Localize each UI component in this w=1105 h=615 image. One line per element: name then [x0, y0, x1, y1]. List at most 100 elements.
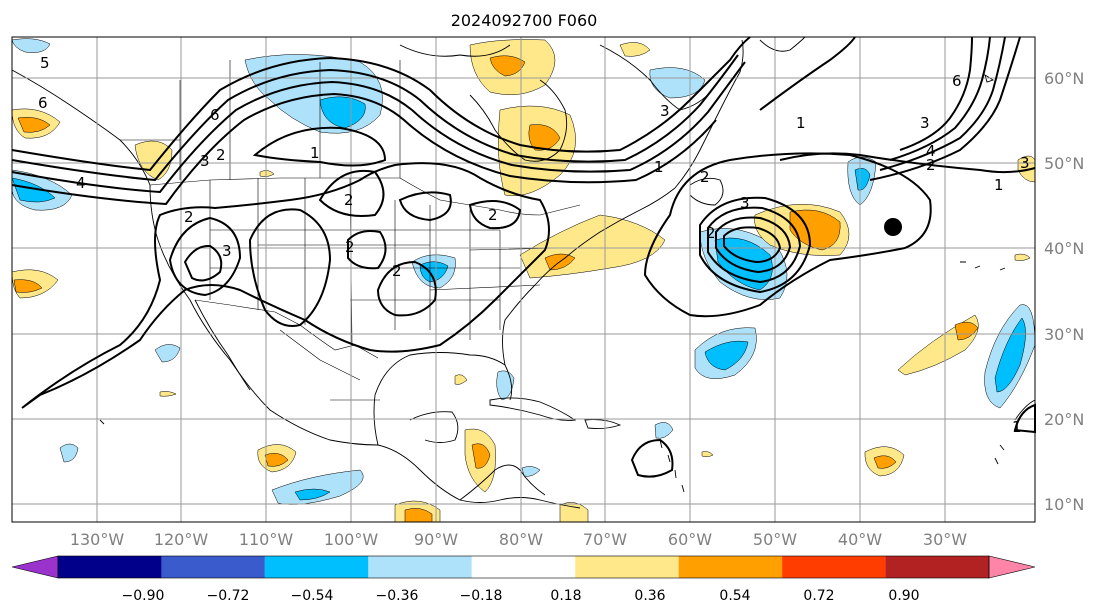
contour-label: 4: [76, 174, 86, 192]
coastline-west: [11, 69, 581, 509]
colorbar-segments: [11, 555, 1036, 579]
coastline-labrador: [674, 39, 744, 189]
shade-neg-region: [419, 261, 449, 283]
shade-pos-region: [259, 170, 275, 177]
contour-label: 1: [1012, 418, 1022, 436]
contour-line: [252, 126, 387, 167]
colorbar-tick-label: −0.90: [122, 588, 165, 604]
coastline-central-america: [459, 464, 546, 501]
shade-pos-region: [159, 391, 177, 397]
contour-label: 6: [38, 94, 48, 112]
contour-line: [630, 438, 674, 478]
contour-line: [899, 36, 973, 151]
shade-pos-region: [619, 42, 651, 57]
contours: [11, 36, 1036, 478]
colorbar-frame: [57, 555, 990, 579]
shade-neg-region: [994, 317, 1026, 393]
coastline-arctic: [399, 44, 511, 57]
lat-label: 30°N: [1044, 325, 1084, 344]
shade-pos-region: [873, 455, 897, 469]
colorbar-bin: [58, 556, 162, 578]
contour-label: 2: [926, 156, 936, 174]
contour-label: 2: [488, 206, 498, 224]
lon-label: 110°W: [239, 530, 294, 549]
contour-label: 2: [344, 191, 354, 209]
contour-line: [723, 226, 782, 264]
shade-pos-region: [17, 117, 51, 133]
contour-label: 6: [210, 106, 220, 124]
shade-neg-region: [59, 443, 79, 463]
shade-neg-region: [154, 344, 181, 363]
contour-label: 2: [700, 168, 710, 186]
contour-line: [398, 191, 452, 222]
lat-label: 20°N: [1044, 410, 1084, 429]
shade-pos-region: [454, 374, 468, 385]
shaded-anomalies: [11, 38, 1036, 523]
shade-pos-region: [528, 124, 561, 151]
colorbar: −0.90 −0.72 −0.54 −0.36 −0.18 0.18 0.36 …: [11, 555, 1036, 604]
lon-label: 130°W: [70, 530, 125, 549]
shade-pos-region: [13, 279, 43, 293]
shade-neg-region: [521, 466, 541, 477]
coastline-yucatan: [409, 411, 459, 443]
map-panel: 5 6 6 4 3 2 2 1 2 2 2 2 3 1 2 2 3 1 1 6 …: [11, 36, 1036, 523]
colorbar-bin: [368, 556, 472, 578]
coastline-iberia: [994, 399, 1036, 465]
colorbar-tick-label: 0.90: [888, 588, 919, 604]
colorbar-tick-labels: −0.90 −0.72 −0.54 −0.36 −0.18 0.18 0.36 …: [122, 588, 920, 604]
lon-label: 100°W: [324, 530, 379, 549]
colorbar-tick-label: −0.72: [207, 588, 250, 604]
colorbar-tick-label: 0.18: [550, 588, 581, 604]
coastline-gulf: [373, 352, 513, 446]
lat-label: 50°N: [1044, 154, 1084, 173]
border-us-mexico: [194, 299, 379, 359]
shade-neg-region: [654, 422, 674, 439]
shade-pos-region: [404, 507, 433, 523]
contour-label: 2: [392, 262, 402, 280]
map-frame: [11, 36, 1036, 523]
contour-line: [707, 206, 802, 284]
contour-line: [168, 216, 242, 297]
contour-line: [468, 200, 522, 230]
lon-label: 40°W: [838, 530, 882, 549]
shade-pos-region: [264, 453, 289, 467]
shade-pos-region: [471, 443, 491, 469]
contour-line: [11, 36, 751, 172]
contour-label: 2: [184, 208, 194, 226]
colorbar-tick-label: −0.36: [376, 588, 419, 604]
shade-neg-region: [854, 168, 871, 191]
shade-neg-region: [319, 96, 366, 129]
lon-axis: 130°W 120°W 110°W 100°W 90°W 80°W 70°W 6…: [70, 530, 967, 549]
coastline-east: [502, 187, 676, 366]
contour-line: [879, 36, 1006, 171]
coastline-cuba: [489, 397, 577, 421]
contour-line: [11, 61, 746, 194]
contour-label: 3: [740, 194, 750, 212]
colorbar-tick-label: −0.18: [460, 588, 503, 604]
contour-label: 2: [216, 146, 226, 164]
contour-line: [889, 36, 991, 161]
colorbar-bin: [782, 556, 886, 578]
contour-label: 1: [310, 144, 320, 162]
contour-line: [183, 244, 223, 282]
border-us-canada: [149, 177, 581, 216]
contour-label: 2: [706, 224, 716, 242]
contour-label: 6: [952, 72, 962, 90]
contour-label: 3: [222, 242, 232, 260]
shade-pos-region: [701, 451, 714, 458]
colorbar-tick-label: 0.54: [719, 588, 750, 604]
colorbar-extend-min: [11, 555, 59, 579]
colorbar-bin: [678, 556, 783, 578]
coastline-hispaniola: [584, 419, 622, 430]
contour-label: 3: [660, 102, 670, 120]
storm-center-dot: [884, 218, 902, 236]
contour-line: [248, 208, 332, 327]
contour-line: [643, 152, 932, 318]
contour-label: 2: [345, 238, 355, 256]
map-title: 2024092700 F060: [451, 11, 598, 30]
lon-label: 60°W: [668, 530, 712, 549]
contour-line: [699, 196, 812, 294]
contour-label: 5: [40, 54, 50, 72]
contour-line: [376, 260, 437, 317]
